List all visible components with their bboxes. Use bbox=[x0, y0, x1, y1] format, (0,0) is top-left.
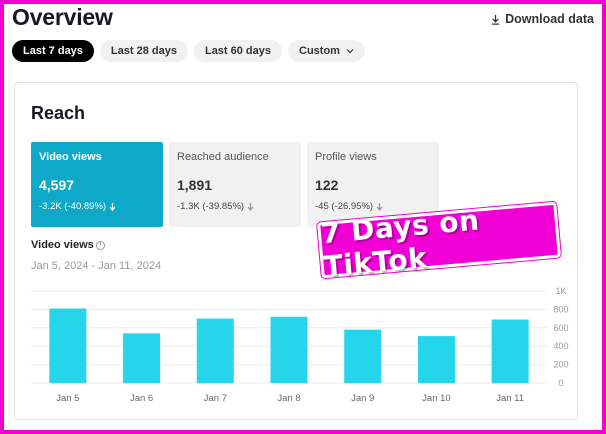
page-title: Overview bbox=[12, 4, 113, 30]
reach-card: Reach Video views 4,597 -3.2K (-40.89%) … bbox=[14, 82, 578, 420]
metric-label: Reached audience bbox=[177, 151, 269, 163]
x-tick-label: Jan 9 bbox=[351, 393, 374, 404]
tab-last-28-days[interactable]: Last 28 days bbox=[99, 40, 188, 62]
tab-last-7-days[interactable]: Last 7 days bbox=[12, 40, 94, 62]
metric-label: Video views bbox=[39, 151, 102, 163]
metric-value: 122 bbox=[315, 177, 339, 193]
bar-jan-9[interactable] bbox=[344, 329, 382, 383]
tab-label: Custom bbox=[299, 45, 340, 57]
video-views-bar-chart: 0 200 400 600 800 1K Jan 5 Jan 6 Jan 7 Jan 8 Jan 9… bbox=[31, 286, 569, 404]
reach-title: Reach bbox=[31, 103, 86, 123]
download-label: Download data bbox=[505, 12, 594, 26]
metric-value: 1,891 bbox=[177, 177, 213, 193]
bar-jan-6[interactable] bbox=[123, 333, 161, 383]
metric-label: Profile views bbox=[315, 151, 377, 163]
arrow-down-icon bbox=[376, 202, 383, 211]
y-tick-label: 600 bbox=[553, 323, 568, 333]
x-tick-label: Jan 5 bbox=[56, 393, 79, 404]
bar-jan-5[interactable] bbox=[49, 308, 87, 383]
arrow-down-icon bbox=[109, 202, 116, 211]
chart-label-text: Video views bbox=[31, 239, 94, 251]
metric-delta-text: -45 (-26.95%) bbox=[315, 201, 374, 212]
date-range-text: Jan 5, 2024 - Jan 11, 2024 bbox=[31, 260, 162, 272]
tab-custom[interactable]: Custom bbox=[288, 40, 365, 62]
x-tick-label: Jan 7 bbox=[204, 393, 227, 404]
tab-last-60-days[interactable]: Last 60 days bbox=[193, 40, 283, 62]
y-tick-label: 0 bbox=[558, 378, 563, 388]
metric-delta: -3.2K (-40.89%) bbox=[39, 201, 155, 212]
y-tick-label: 200 bbox=[553, 360, 568, 370]
metric-video-views[interactable]: Video views 4,597 -3.2K (-40.89%) bbox=[31, 142, 163, 227]
download-data-button[interactable]: Download data bbox=[490, 12, 594, 26]
tab-label: Last 28 days bbox=[110, 45, 177, 57]
bar-jan-7[interactable] bbox=[196, 318, 234, 383]
x-tick-label: Jan 11 bbox=[496, 393, 524, 404]
download-icon bbox=[491, 14, 500, 25]
bar-jan-11[interactable] bbox=[491, 319, 529, 383]
bar-jan-8[interactable] bbox=[270, 316, 308, 383]
y-tick-label: 400 bbox=[553, 341, 568, 351]
tab-label: Last 7 days bbox=[23, 45, 83, 57]
x-tick-label: Jan 8 bbox=[277, 393, 300, 404]
tab-label: Last 60 days bbox=[204, 45, 272, 57]
bar-jan-10[interactable] bbox=[417, 336, 455, 383]
chart-label: Video views i bbox=[31, 239, 105, 251]
metric-delta-text: -3.2K (-40.89%) bbox=[39, 201, 107, 212]
x-tick-label: Jan 10 bbox=[422, 393, 451, 404]
metric-delta-text: -1.3K (-39.85%) bbox=[177, 201, 245, 212]
info-icon[interactable]: i bbox=[95, 240, 105, 250]
y-tick-label: 800 bbox=[553, 304, 568, 314]
y-tick-label: 1K bbox=[555, 286, 566, 296]
metric-delta: -45 (-26.95%) bbox=[315, 201, 431, 212]
metric-delta: -1.3K (-39.85%) bbox=[177, 201, 293, 212]
metric-value: 4,597 bbox=[39, 177, 75, 193]
metric-reached-audience[interactable]: Reached audience 1,891 -1.3K (-39.85%) bbox=[169, 142, 301, 227]
chevron-down-icon bbox=[346, 49, 354, 54]
date-range-tabs: Last 7 days Last 28 days Last 60 days Cu… bbox=[12, 40, 365, 62]
x-tick-label: Jan 6 bbox=[130, 393, 153, 404]
arrow-down-icon bbox=[247, 202, 254, 211]
